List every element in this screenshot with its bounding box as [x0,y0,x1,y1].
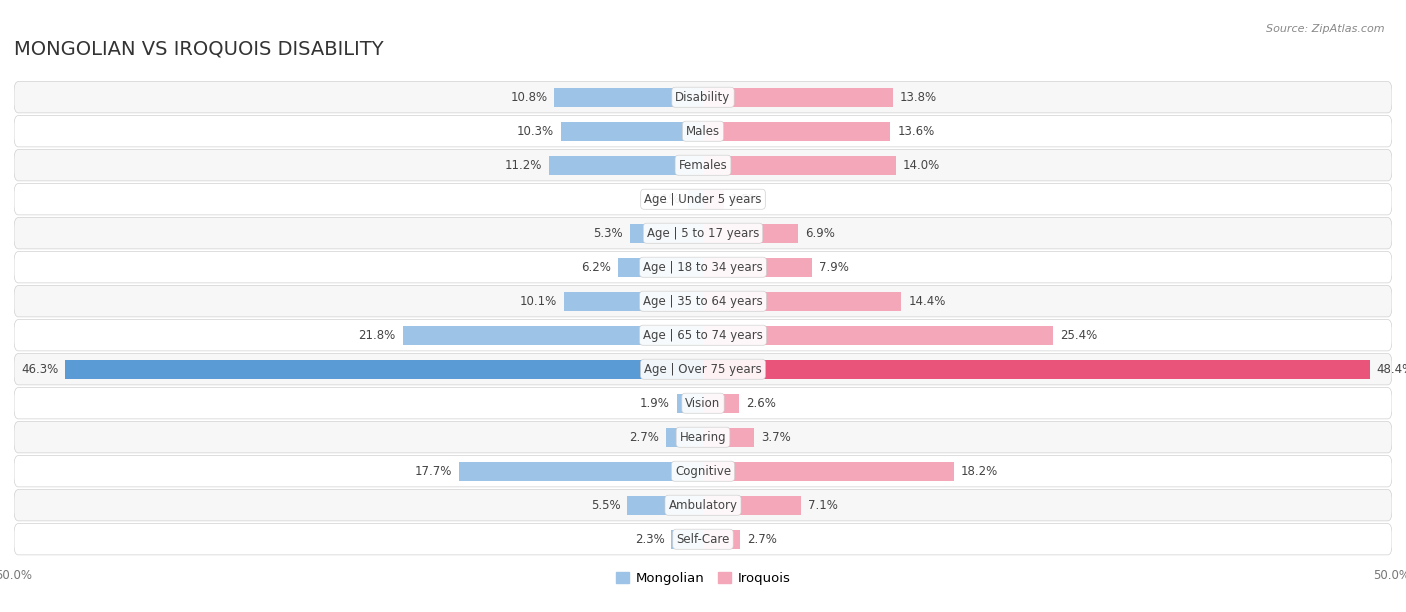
Bar [703,326,1053,345]
Text: 5.5%: 5.5% [591,499,620,512]
FancyBboxPatch shape [14,286,1392,317]
Text: 1.5%: 1.5% [731,193,761,206]
Text: 18.2%: 18.2% [960,465,998,478]
Text: Vision: Vision [685,397,721,410]
Bar [703,496,801,515]
FancyBboxPatch shape [14,149,1392,181]
Text: 48.4%: 48.4% [1376,363,1406,376]
Legend: Mongolian, Iroquois: Mongolian, Iroquois [610,567,796,591]
Bar [703,462,953,480]
Text: 2.7%: 2.7% [628,431,659,444]
Text: 7.1%: 7.1% [807,499,838,512]
Text: 2.3%: 2.3% [634,532,665,546]
Text: Females: Females [679,159,727,172]
Text: Age | 35 to 64 years: Age | 35 to 64 years [643,295,763,308]
Text: 14.0%: 14.0% [903,159,941,172]
Text: Disability: Disability [675,91,731,104]
Text: 3.7%: 3.7% [761,431,790,444]
FancyBboxPatch shape [14,218,1392,249]
FancyBboxPatch shape [14,422,1392,453]
FancyBboxPatch shape [14,184,1392,215]
Bar [703,122,890,141]
Text: 7.9%: 7.9% [818,261,849,274]
Text: Age | Over 75 years: Age | Over 75 years [644,363,762,376]
Text: 5.3%: 5.3% [593,226,623,240]
Text: 2.7%: 2.7% [747,532,778,546]
Bar [688,190,703,209]
FancyBboxPatch shape [14,524,1392,555]
Bar [703,428,754,447]
Text: 17.7%: 17.7% [415,465,453,478]
Text: 10.8%: 10.8% [510,91,547,104]
Bar [703,292,901,310]
Bar [671,530,703,548]
Bar [65,360,703,379]
Bar [703,530,740,548]
Text: 14.4%: 14.4% [908,295,946,308]
FancyBboxPatch shape [14,387,1392,419]
Text: 13.6%: 13.6% [897,125,935,138]
Text: Source: ZipAtlas.com: Source: ZipAtlas.com [1267,24,1385,34]
Bar [703,360,1369,379]
Text: Hearing: Hearing [679,431,727,444]
Bar [617,258,703,277]
Text: 6.9%: 6.9% [806,226,835,240]
Bar [703,394,738,412]
Bar [460,462,703,480]
Bar [564,292,703,310]
FancyBboxPatch shape [14,252,1392,283]
Text: 2.6%: 2.6% [745,397,776,410]
Bar [703,88,893,106]
Bar [703,190,724,209]
Text: Age | 5 to 17 years: Age | 5 to 17 years [647,226,759,240]
Bar [703,224,799,242]
Text: 1.9%: 1.9% [640,397,669,410]
Bar [627,496,703,515]
Text: 46.3%: 46.3% [21,363,58,376]
FancyBboxPatch shape [14,116,1392,147]
Text: Age | Under 5 years: Age | Under 5 years [644,193,762,206]
Text: 6.2%: 6.2% [581,261,610,274]
FancyBboxPatch shape [14,455,1392,487]
Text: Ambulatory: Ambulatory [668,499,738,512]
Bar [676,394,703,412]
Bar [703,156,896,174]
FancyBboxPatch shape [14,81,1392,113]
Text: 21.8%: 21.8% [359,329,395,341]
Text: Males: Males [686,125,720,138]
Text: 13.8%: 13.8% [900,91,938,104]
FancyBboxPatch shape [14,319,1392,351]
Bar [561,122,703,141]
Bar [666,428,703,447]
Text: 1.1%: 1.1% [651,193,681,206]
Bar [630,224,703,242]
Text: Age | 65 to 74 years: Age | 65 to 74 years [643,329,763,341]
Bar [554,88,703,106]
Bar [548,156,703,174]
Text: 11.2%: 11.2% [505,159,541,172]
FancyBboxPatch shape [14,354,1392,385]
FancyBboxPatch shape [14,490,1392,521]
Text: Age | 18 to 34 years: Age | 18 to 34 years [643,261,763,274]
Text: Cognitive: Cognitive [675,465,731,478]
Text: MONGOLIAN VS IROQUOIS DISABILITY: MONGOLIAN VS IROQUOIS DISABILITY [14,39,384,58]
Text: 10.3%: 10.3% [517,125,554,138]
Bar [402,326,703,345]
Text: Self-Care: Self-Care [676,532,730,546]
Text: 10.1%: 10.1% [520,295,557,308]
Text: 25.4%: 25.4% [1060,329,1097,341]
Bar [703,258,811,277]
